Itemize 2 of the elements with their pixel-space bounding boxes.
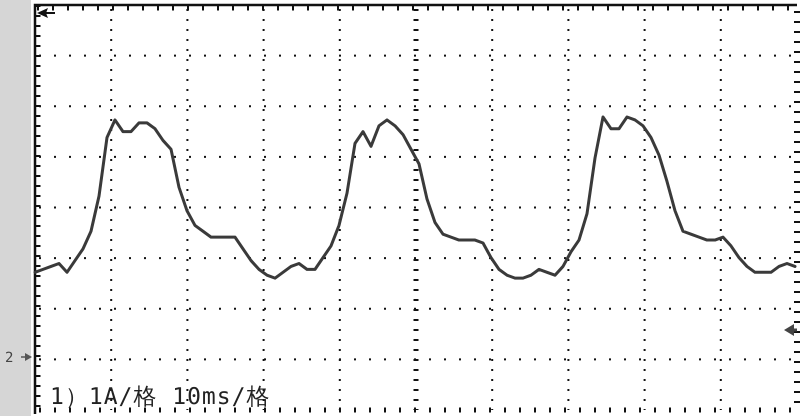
annotation: 2	[5, 350, 14, 366]
annotation: 1）1A/格 10ms/格	[50, 384, 270, 410]
